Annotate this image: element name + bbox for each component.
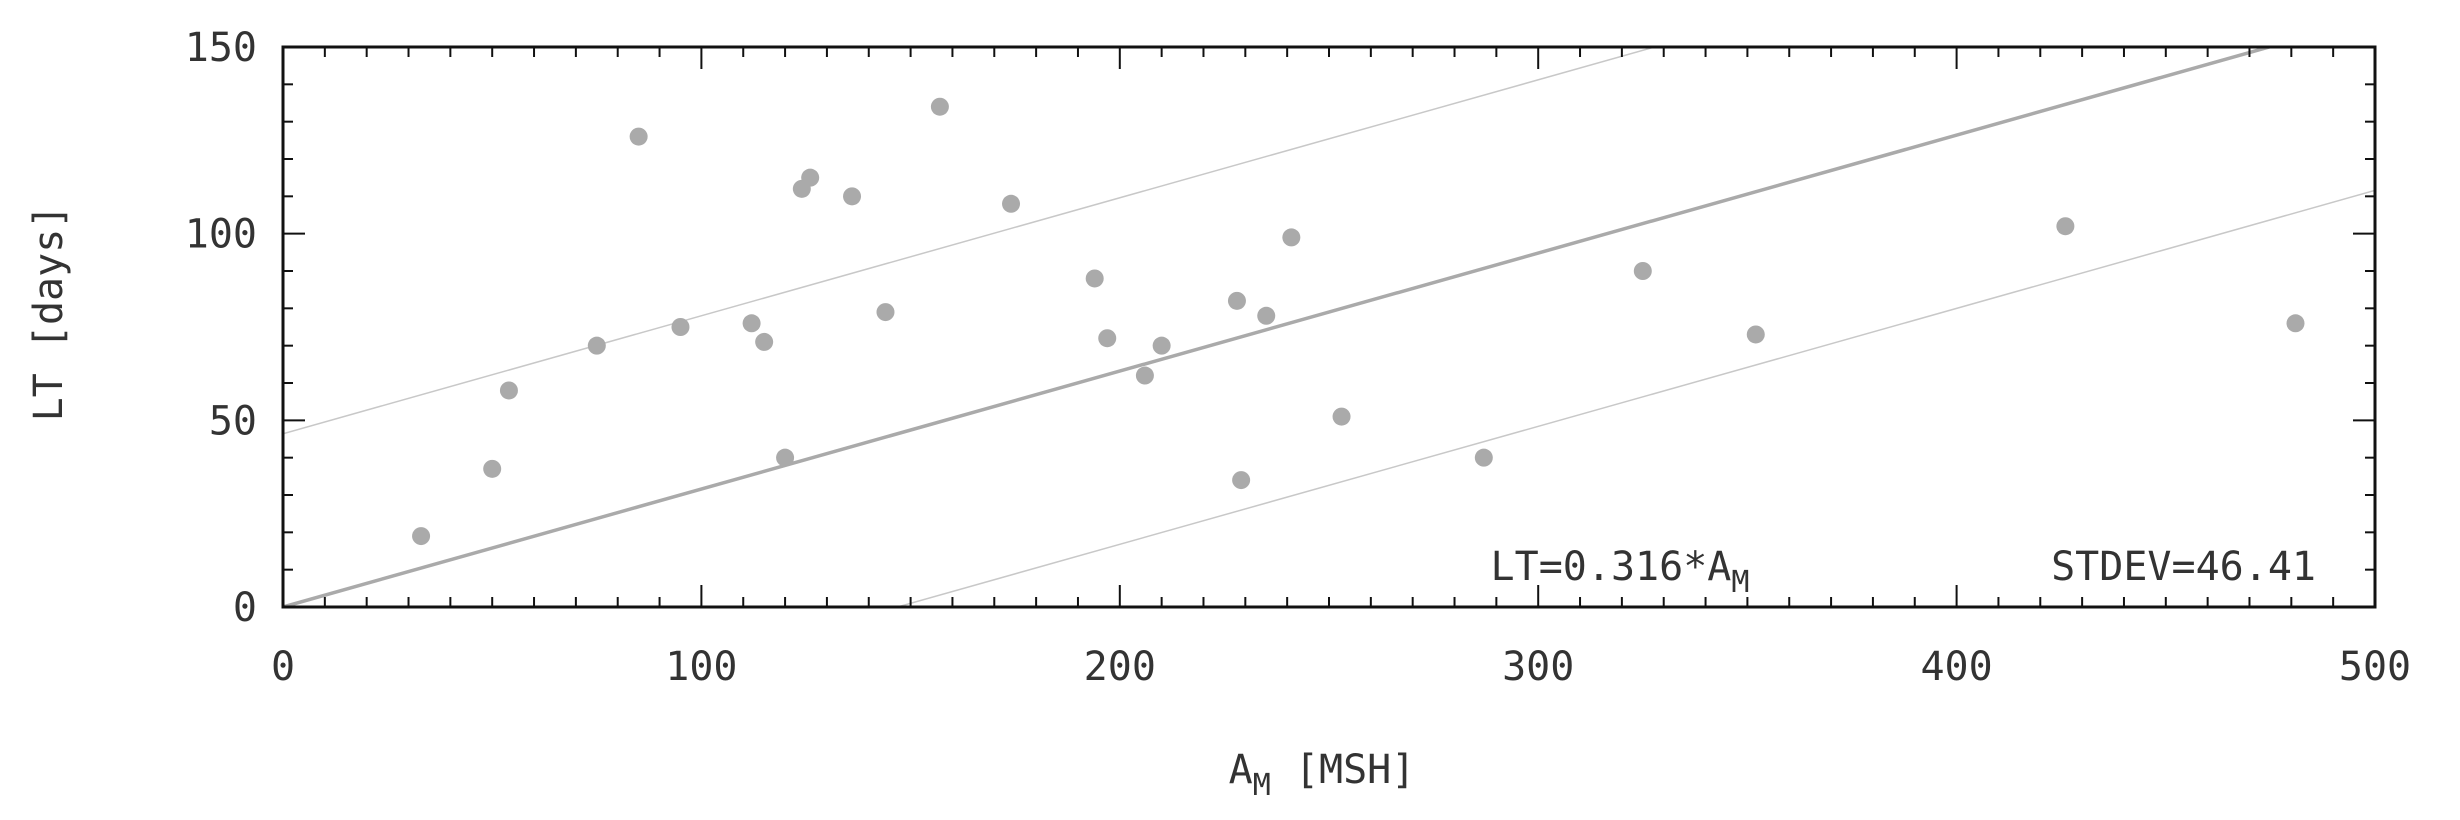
lower-stdev-line [894, 189, 2375, 607]
plot-frame [281, 45, 2377, 609]
data-point [755, 332, 774, 351]
data-point [1085, 269, 1104, 288]
upper-stdev-line [283, 47, 1658, 435]
data-point [483, 459, 502, 478]
data-point [930, 97, 949, 116]
data-point [629, 127, 648, 146]
fit-line [283, 47, 2276, 607]
y-tick-label: 100 [185, 212, 257, 258]
y-tick-label: 50 [209, 398, 257, 444]
stdev-label: STDEV=46.41 [2051, 544, 2316, 590]
data-point [1098, 329, 1117, 348]
x-axis-label-main: A [1229, 747, 1253, 793]
x-tick-label: 400 [1920, 644, 1992, 690]
y-tick-label: 150 [185, 25, 257, 71]
tick-labels: 0 100 200 300 400 500 0 50 100 150 [185, 25, 2411, 690]
axis-ticks [282, 46, 2376, 608]
x-tick-label: 500 [2339, 644, 2411, 690]
x-tick-label: 200 [1084, 644, 1156, 690]
data-point [801, 168, 820, 187]
x-axis-label: AM [MSH] [1229, 747, 1416, 803]
fit-equation-subscript: M [1731, 565, 1749, 600]
data-point [2286, 314, 2305, 333]
x-tick-label: 100 [665, 644, 737, 690]
data-point [2056, 217, 2075, 236]
data-point [1633, 262, 1652, 280]
data-point [1135, 366, 1154, 385]
fit-equation-label: LT=0.316*AM [1491, 544, 1750, 600]
data-point [1746, 325, 1765, 344]
data-point [776, 448, 795, 467]
data-point [876, 303, 895, 322]
data-points [412, 97, 2305, 546]
x-axis-label-subscript: M [1253, 768, 1271, 803]
fit-lines [283, 47, 2375, 607]
y-axis-label: LT [days] [26, 205, 72, 422]
data-point [1227, 291, 1246, 310]
y-tick-label: 0 [233, 585, 257, 631]
data-point [1282, 228, 1301, 247]
data-point [1332, 407, 1351, 426]
x-tick-label: 0 [271, 644, 295, 690]
data-point [1474, 448, 1493, 467]
data-point [1002, 194, 1021, 213]
data-point [587, 336, 606, 355]
data-point [499, 381, 518, 400]
x-tick-label: 300 [1502, 644, 1574, 690]
data-point [1232, 471, 1251, 490]
data-point [1152, 336, 1171, 355]
data-point [1257, 306, 1276, 325]
fit-equation-prefix: LT=0.316*A [1491, 544, 1732, 590]
data-point [412, 527, 431, 546]
x-axis-label-unit: [MSH] [1271, 747, 1416, 793]
data-point [671, 318, 690, 336]
data-point [843, 187, 862, 206]
data-point [742, 314, 761, 333]
